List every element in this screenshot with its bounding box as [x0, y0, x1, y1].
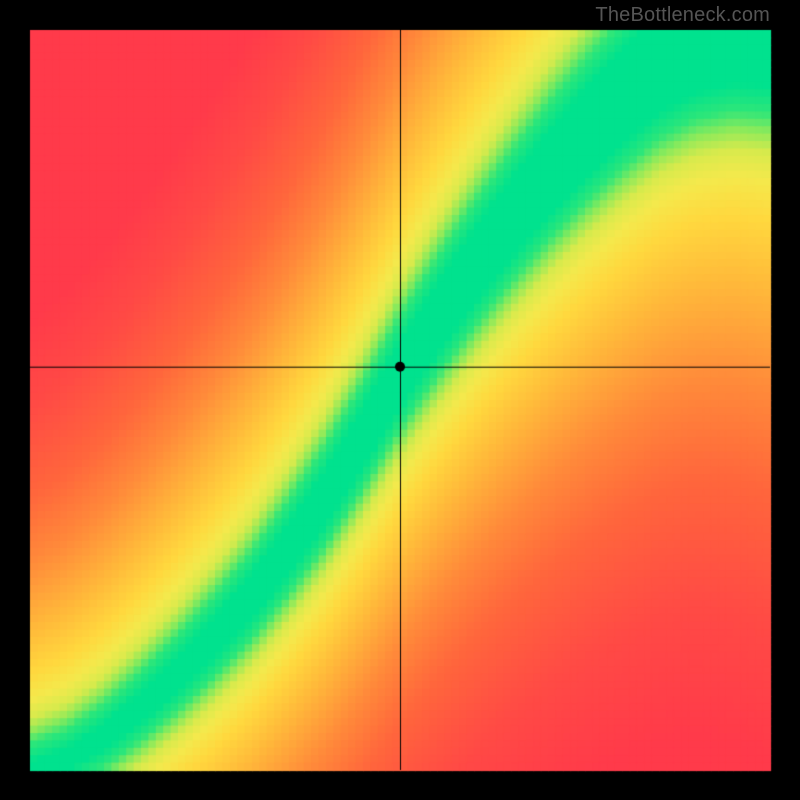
chart-container: { "watermark": "TheBottleneck.com", "can… [0, 0, 800, 800]
heatmap-plot [0, 0, 800, 800]
